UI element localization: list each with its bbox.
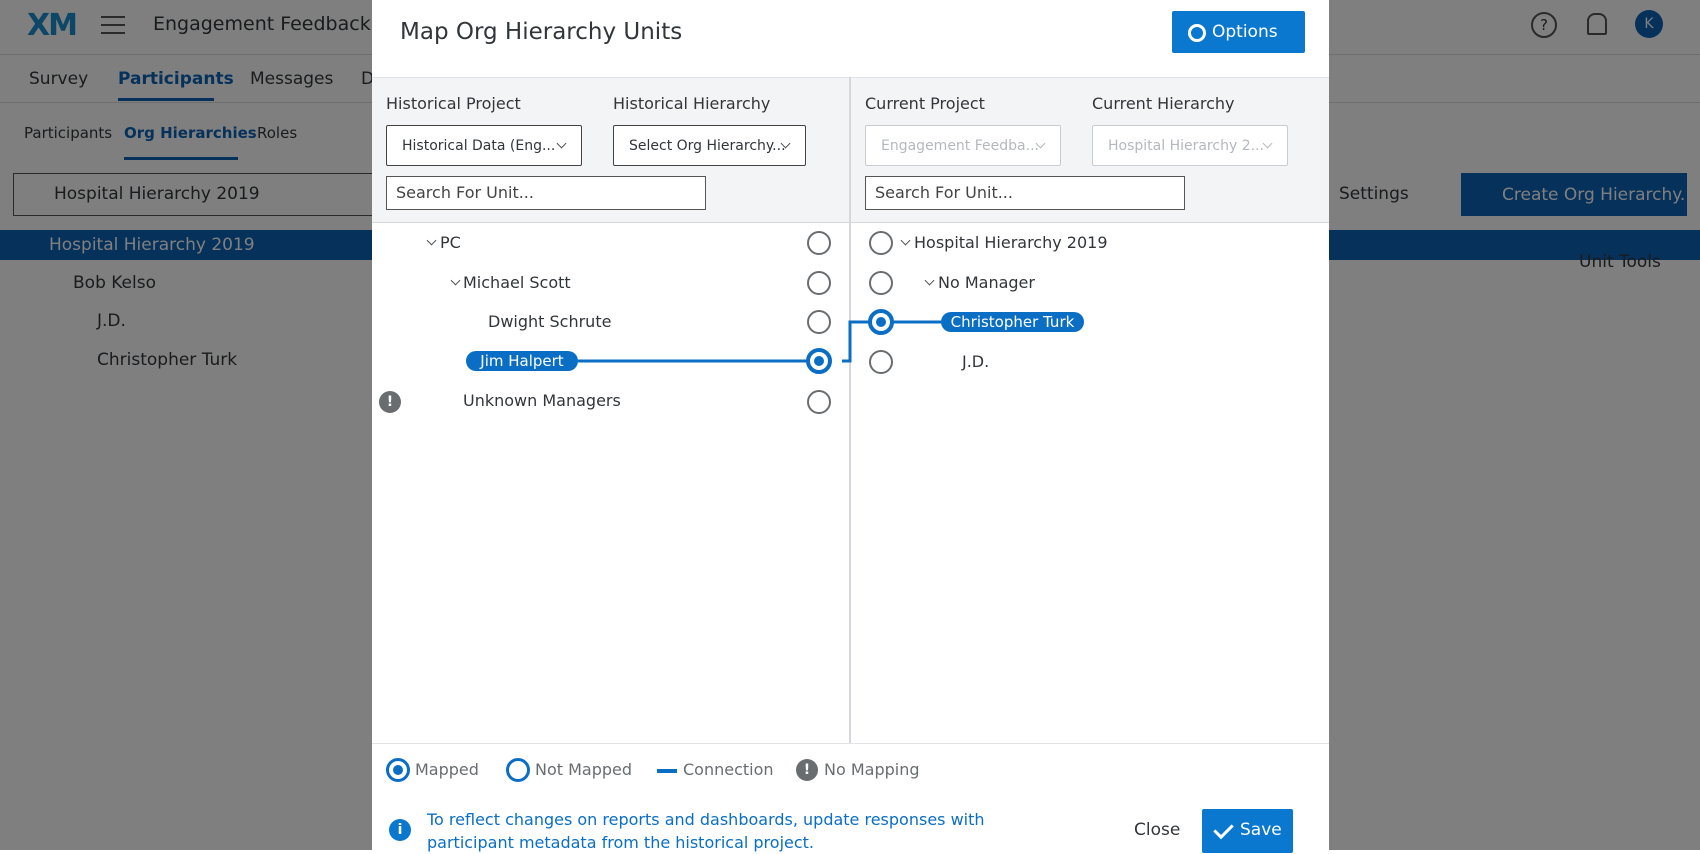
label: Current Project	[865, 94, 985, 113]
legend-not-mapped-icon	[506, 758, 530, 782]
tree-node[interactable]: Michael Scott	[463, 273, 571, 292]
info-note: To reflect changes on reports and dashbo…	[427, 810, 985, 852]
label: Historical Project	[386, 94, 521, 113]
dropdown-chevron	[556, 138, 567, 149]
search-input[interactable]: Search For Unit...	[386, 176, 706, 210]
panel-divider	[849, 77, 851, 743]
tree-node[interactable]: J.D.	[962, 352, 990, 371]
radio[interactable]	[807, 271, 831, 295]
radio[interactable]	[807, 231, 831, 255]
search-input[interactable]: Search For Unit...	[865, 176, 1185, 210]
dropdown-chevron	[780, 138, 791, 149]
dropdown-chevron	[1262, 138, 1273, 149]
connection-lines	[578, 320, 942, 363]
dropdown-chevron	[1035, 138, 1046, 149]
label: Current Hierarchy	[1092, 94, 1235, 113]
tree-node[interactable]: Hospital Hierarchy 2019	[914, 233, 1108, 252]
tree-node[interactable]: No Manager	[938, 273, 1035, 292]
connection	[842, 320, 880, 363]
footer-divider	[372, 743, 1329, 744]
dropdown-disabled: Engagement Feedba...	[865, 125, 1061, 166]
save-button-text: Save	[1240, 820, 1282, 840]
radio[interactable]	[869, 231, 893, 255]
legend-label: Mapped	[415, 760, 479, 779]
dropdown[interactable]: Select Org Hierarchy...	[613, 125, 806, 166]
radio[interactable]	[807, 310, 831, 334]
legend-label: Not Mapped	[535, 760, 633, 779]
radio-mapped[interactable]	[868, 309, 894, 335]
legend-warning-icon: !	[796, 759, 818, 781]
warning-icon: !	[379, 391, 401, 413]
legend-connection-icon	[657, 769, 677, 773]
radio[interactable]	[869, 350, 893, 374]
legend-label: Connection	[683, 760, 774, 779]
dropdown-disabled: Hospital Hierarchy 2...	[1092, 125, 1288, 166]
radio[interactable]	[807, 390, 831, 414]
legend-label: No Mapping	[824, 760, 920, 779]
tree-node[interactable]: Unknown Managers	[463, 391, 621, 410]
dropdown[interactable]: Historical Data (Eng...	[386, 125, 582, 166]
options-gear	[1188, 24, 1206, 42]
options-button-text: Options	[1212, 22, 1278, 42]
save-button[interactable]	[1202, 809, 1293, 853]
info-icon: i	[389, 819, 411, 841]
radio-mapped[interactable]	[806, 348, 832, 374]
modal-title: Map Org Hierarchy Units	[400, 19, 683, 45]
legend-mapped-icon	[386, 758, 410, 782]
tree-node-selected[interactable]: Christopher Turk	[941, 312, 1084, 332]
tree-node[interactable]: Dwight Schrute	[488, 312, 612, 331]
label: Historical Hierarchy	[613, 94, 771, 113]
tree-node[interactable]: PC	[440, 233, 461, 252]
close-button[interactable]: Close	[1134, 820, 1181, 840]
radio[interactable]	[869, 271, 893, 295]
tree-node-selected[interactable]: Jim Halpert	[466, 351, 578, 371]
